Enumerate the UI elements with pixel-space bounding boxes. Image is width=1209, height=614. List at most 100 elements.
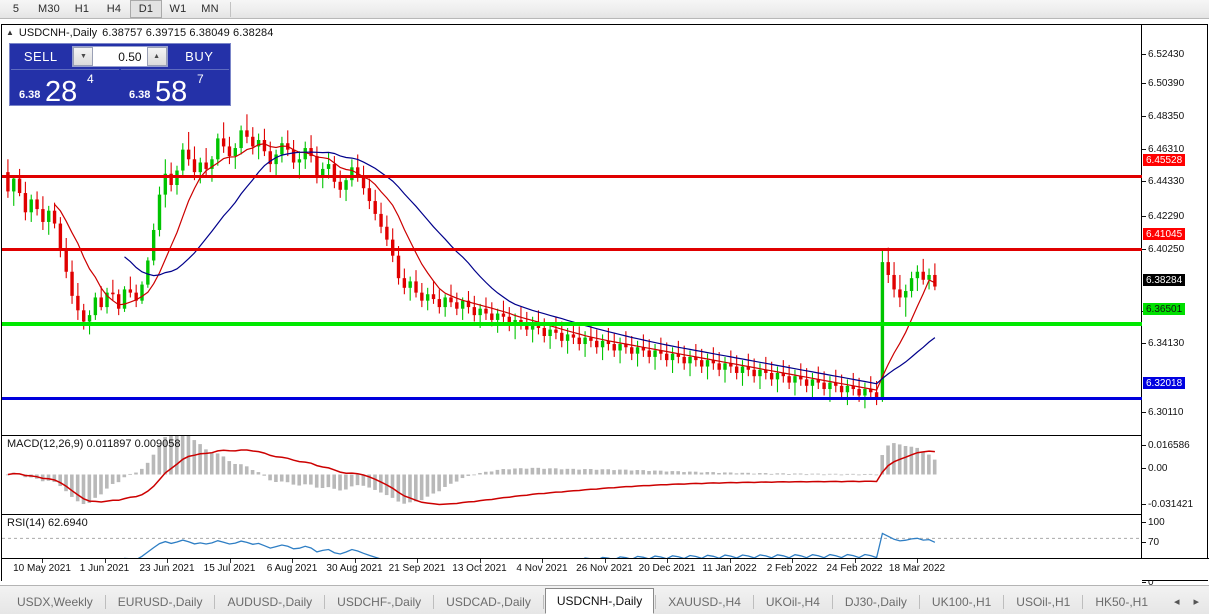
chart-tab-usdx-weekly[interactable]: USDX,Weekly bbox=[17, 595, 93, 609]
time-axis-label: 21 Sep 2021 bbox=[388, 563, 446, 574]
tab-separator bbox=[918, 595, 920, 609]
chart-tab-usoil-h1[interactable]: USOil-,H1 bbox=[1016, 595, 1071, 609]
chart-tab-ukoil-h4[interactable]: UKOil-,H4 bbox=[765, 595, 820, 609]
price-tick-label: 6.42290 bbox=[1148, 210, 1185, 222]
tab-separator bbox=[214, 595, 216, 609]
tab-prev-icon[interactable]: ◂ bbox=[1173, 596, 1180, 608]
chart-tab-usdcad-daily[interactable]: USDCAD-,Daily bbox=[446, 595, 531, 609]
sell-price-fraction: 4 bbox=[87, 72, 94, 86]
price-tick: 6.46310 bbox=[1142, 143, 1184, 155]
macd-tick: -0.031421 bbox=[1142, 498, 1193, 510]
toolbar-separator bbox=[230, 1, 231, 17]
chart-tab-usdcnh-daily[interactable]: USDCNH-,Daily bbox=[544, 588, 655, 614]
time-axis-label: 11 Jan 2022 bbox=[702, 563, 757, 574]
chart-tab-uk100-h1[interactable]: UK100-,H1 bbox=[931, 595, 992, 609]
support-line-green[interactable] bbox=[2, 322, 1142, 326]
chart-tab-hk50-h1[interactable]: HK50-,H1 bbox=[1095, 595, 1148, 609]
rsi-tick-label: 70 bbox=[1148, 536, 1160, 548]
chart-symbol-header: ▲ USDCNH-,Daily 6.38757 6.39715 6.38049 … bbox=[6, 26, 273, 40]
price-tick: 6.50390 bbox=[1142, 77, 1184, 89]
price-tag-resistance-2: 6.41045 bbox=[1143, 228, 1186, 240]
symbol-ohlc-values: 6.38757 6.39715 6.38049 6.38284 bbox=[102, 27, 274, 39]
price-tick: 6.40250 bbox=[1142, 243, 1184, 255]
resistance-line-1[interactable] bbox=[2, 175, 1142, 178]
price-tick: 6.52430 bbox=[1142, 48, 1184, 60]
time-axis-label: 30 Aug 2021 bbox=[326, 563, 383, 574]
price-tick-label: 6.52430 bbox=[1148, 48, 1185, 60]
chevron-up-icon[interactable]: ▲ bbox=[146, 47, 167, 66]
time-axis-label: 10 May 2021 bbox=[13, 563, 71, 574]
rsi-tick: 100 bbox=[1142, 516, 1165, 528]
sell-price-main: 28 bbox=[45, 76, 78, 108]
tab-separator bbox=[655, 595, 657, 609]
macd-tick-label: 0.016586 bbox=[1148, 439, 1190, 451]
tab-separator bbox=[1082, 595, 1084, 609]
chart-tab-audusd-daily[interactable]: AUDUSD-,Daily bbox=[227, 595, 313, 609]
rsi-tick-label: 100 bbox=[1148, 516, 1165, 528]
rsi-tick: 0 bbox=[1142, 576, 1154, 588]
collapse-arrow-icon[interactable]: ▲ bbox=[6, 28, 14, 37]
tab-separator bbox=[831, 595, 833, 609]
buy-price-prefix: 6.38 bbox=[129, 89, 151, 101]
macd-tick: 0.016586 bbox=[1142, 439, 1190, 451]
macd-tick-label: 0.00 bbox=[1148, 462, 1168, 474]
macd-pane[interactable]: MACD(12,26,9) 0.011897 0.009058 bbox=[2, 435, 1142, 513]
macd-label: MACD(12,26,9) 0.011897 0.009058 bbox=[7, 438, 181, 450]
chart-tab-eurusd-daily[interactable]: EURUSD-,Daily bbox=[117, 595, 203, 609]
timeframe-button-w1[interactable]: W1 bbox=[169, 3, 187, 15]
price-tick-label: 6.48350 bbox=[1148, 110, 1185, 122]
time-axis[interactable]: 10 May 2021 1 Jun 2021 23 Jun 2021 15 Jul 2… bbox=[2, 558, 1209, 580]
chart-tab-dj30-daily[interactable]: DJ30-,Daily bbox=[844, 595, 907, 609]
tab-separator bbox=[104, 595, 106, 609]
time-tick bbox=[42, 559, 43, 563]
support-line-blue[interactable] bbox=[2, 397, 1142, 400]
timeframe-button-m5[interactable]: 5 bbox=[12, 3, 20, 15]
timeframe-button-d1[interactable]: D1 bbox=[130, 0, 162, 18]
candlestick-series bbox=[6, 114, 937, 409]
sell-button[interactable]: SELL bbox=[23, 49, 58, 64]
time-tick bbox=[854, 559, 856, 563]
time-axis-label: 15 Jul 2021 bbox=[203, 563, 256, 574]
time-axis-label: 20 Dec 2021 bbox=[638, 563, 696, 574]
time-tick bbox=[667, 559, 668, 563]
price-tag-support-blue: 6.32018 bbox=[1143, 377, 1186, 389]
macd-tick-label: -0.031421 bbox=[1148, 498, 1194, 510]
chart-tab-usdchf-daily[interactable]: USDCHF-,Daily bbox=[337, 595, 422, 609]
tab-separator bbox=[324, 595, 326, 609]
buy-price-fraction: 7 bbox=[197, 72, 204, 86]
price-tick: 6.30110 bbox=[1142, 406, 1183, 418]
time-tick bbox=[354, 559, 356, 563]
time-axis-label: 6 Aug 2021 bbox=[266, 563, 318, 574]
price-tag-resistance-1: 6.45528 bbox=[1143, 154, 1186, 166]
time-tick bbox=[292, 559, 293, 563]
time-tick bbox=[229, 559, 231, 563]
timeframe-toolbar: 5 M30 H1 H4 D1 W1 MN bbox=[0, 0, 1209, 19]
chart-tab-xauusd-h4[interactable]: XAUUSD-,H4 bbox=[668, 595, 741, 609]
chevron-down-icon[interactable]: ▼ bbox=[73, 47, 94, 66]
buy-button[interactable]: BUY bbox=[185, 49, 214, 64]
symbol-name: USDCNH-,Daily bbox=[18, 27, 98, 39]
rsi-tick-label: 0 bbox=[1148, 576, 1154, 588]
volume-stepper[interactable]: ▼ 0.50 ▲ bbox=[72, 46, 168, 67]
trade-panel-quotes: 6.38 28 4 6.38 58 7 bbox=[10, 69, 230, 108]
tab-separator bbox=[542, 595, 544, 609]
tab-next-icon[interactable]: ▸ bbox=[1193, 596, 1199, 608]
timeframe-button-mn[interactable]: MN bbox=[201, 3, 219, 15]
timeframe-button-m30[interactable]: M30 bbox=[38, 3, 60, 15]
one-click-trading-panel[interactable]: SELL ▼ 0.50 ▲ BUY 6.38 28 4 6.38 58 7 bbox=[9, 43, 231, 108]
volume-value[interactable]: 0.50 bbox=[118, 49, 142, 64]
buy-price-quote[interactable]: 6.38 58 7 bbox=[121, 69, 229, 107]
time-tick bbox=[542, 559, 543, 563]
chart-tab-bar: USDX,Weekly EURUSD-,Daily AUDUSD-,Daily USD… bbox=[0, 585, 1209, 614]
price-scale[interactable]: 6.52430 6.50390 6.48350 6.46310 6.44330 … bbox=[1141, 25, 1207, 588]
time-tick bbox=[792, 559, 793, 563]
price-tick: 6.44330 bbox=[1142, 175, 1184, 187]
sell-price-quote[interactable]: 6.38 28 4 bbox=[11, 69, 119, 108]
tab-separator bbox=[1003, 595, 1005, 609]
time-tick bbox=[604, 559, 606, 563]
resistance-line-2[interactable] bbox=[2, 248, 1142, 251]
price-tick: 6.34130 bbox=[1142, 337, 1184, 349]
timeframe-button-h4[interactable]: H4 bbox=[106, 3, 122, 15]
timeframe-button-h1[interactable]: H1 bbox=[74, 3, 90, 15]
time-tick bbox=[917, 559, 918, 563]
